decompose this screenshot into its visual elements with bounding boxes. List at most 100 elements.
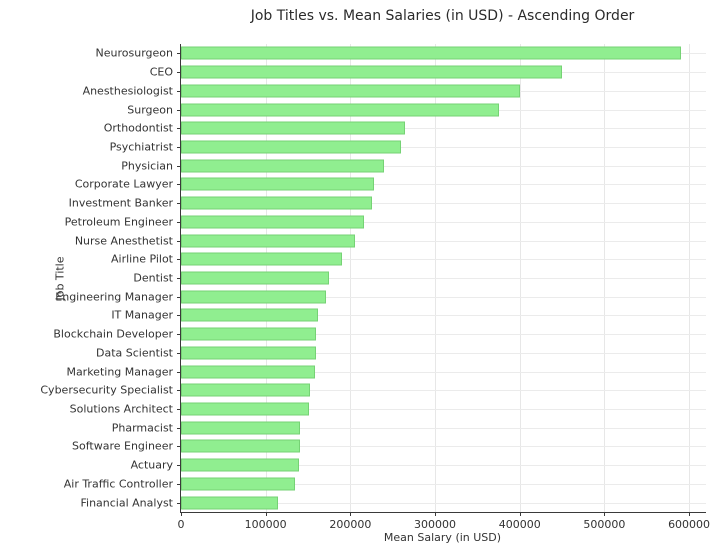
y-tick-label: Engineering Manager [55,290,173,304]
bar [181,103,499,117]
y-tick-label: IT Manager [111,308,173,322]
y-gridline [181,277,706,279]
y-gridline [181,427,706,429]
y-tick-mark [177,352,181,354]
bar [181,121,406,135]
x-tick-mark [181,512,182,516]
bar [181,308,319,322]
chart-row: Investment Banker [69,194,706,213]
y-gridline [181,483,706,485]
chart-row: Orthodontist [104,119,706,138]
plot-area: 0 100000 200000 300000 400000 500000 600000 Neu… [40,44,710,531]
x-tick-mark [519,512,521,516]
chart-row: IT Manager [111,306,706,325]
bar [181,159,385,173]
y-tick-label: Financial Analyst [80,496,173,510]
y-tick-mark [177,203,181,205]
bar [181,215,364,229]
y-tick-label: Marketing Manager [66,365,173,379]
y-gridline [181,128,706,130]
chart-row: Corporate Lawyer [75,175,706,194]
chart-row: Surgeon [127,100,706,119]
bar [181,439,300,453]
chart-row: Solutions Architect [70,400,706,419]
y-tick-mark [177,184,181,186]
chart-row: Petroleum Engineer [65,212,706,231]
y-tick-label: Airline Pilot [111,252,173,266]
y-gridline [181,446,706,448]
y-gridline [181,240,706,242]
y-tick-label: Data Scientist [96,346,173,360]
chart-row: Airline Pilot [111,250,706,269]
x-tick-mark [265,512,267,516]
y-tick-label: Solutions Architect [69,402,173,416]
chart-row: Engineering Manager [55,287,706,306]
x-tick-mark [350,512,352,516]
y-gridline [181,184,706,186]
y-tick-mark [177,390,181,392]
y-tick-label: Neurosurgeon [95,46,173,60]
bar [181,496,279,510]
y-tick-label: Psychiatrist [109,140,173,154]
chart-row: Nurse Anesthetist [75,231,706,250]
chart-row: Physician [121,156,706,175]
bar [181,365,315,379]
chart-row: CEO [150,63,706,82]
chart-row: Marketing Manager [66,362,706,381]
y-tick-mark [177,334,181,336]
y-tick-mark [177,277,181,279]
bar [181,177,375,191]
y-gridline [181,165,706,167]
y-tick-label: Physician [121,159,173,173]
chart-row: Anesthesiologist [83,81,706,100]
y-tick-mark [177,427,181,429]
x-tick-mark [689,512,691,516]
x-tick-label: 300000 [414,518,457,531]
chart-row: Actuary [131,456,706,475]
bar [181,140,402,154]
bar [181,477,296,491]
y-tick-mark [177,240,181,242]
y-tick-label: Surgeon [127,103,173,117]
y-gridline [181,371,706,373]
y-gridline [181,315,706,317]
chart-row: Air Traffic Controller [64,475,706,494]
bar [181,65,563,79]
bar [181,46,681,60]
x-tick-label: 200000 [329,518,372,531]
y-tick-mark [177,446,181,448]
y-tick-label: Pharmacist [111,421,173,435]
y-tick-label: Software Engineer [72,439,173,453]
bar [181,346,317,360]
bar [181,290,326,304]
y-tick-label: Dentist [133,271,173,285]
chart-row: Dentist [133,269,706,288]
x-axis-label: Mean Salary (in USD) [383,531,502,544]
chart-row: Cybersecurity Specialist [40,381,706,400]
y-tick-mark [177,315,181,317]
x-tick-mark [435,512,437,516]
chart-row: Pharmacist [112,418,706,437]
x-tick-label: 400000 [498,518,541,531]
y-tick-mark [177,502,181,504]
y-tick-mark [177,72,181,74]
bar [181,252,342,266]
bar [181,196,372,210]
y-tick-label: Nurse Anesthetist [74,234,173,248]
chart-title: Job Titles vs. Mean Salaries (in USD) - … [250,8,635,24]
x-tick-label: 600000 [668,518,711,531]
x-tick-label: 100000 [244,518,287,531]
y-gridline [181,146,706,148]
x-tick-label: 0 [177,518,185,531]
chart-row: Neurosurgeon [96,44,706,63]
y-tick-mark [177,221,181,223]
bar [181,84,520,98]
bar [181,327,317,341]
chart-row: Financial Analyst [80,493,706,512]
y-gridline [181,390,706,392]
y-tick-label: Blockchain Developer [53,327,173,341]
y-tick-mark [177,146,181,148]
chart-row: Data Scientist [96,344,706,363]
y-tick-mark [177,109,181,111]
